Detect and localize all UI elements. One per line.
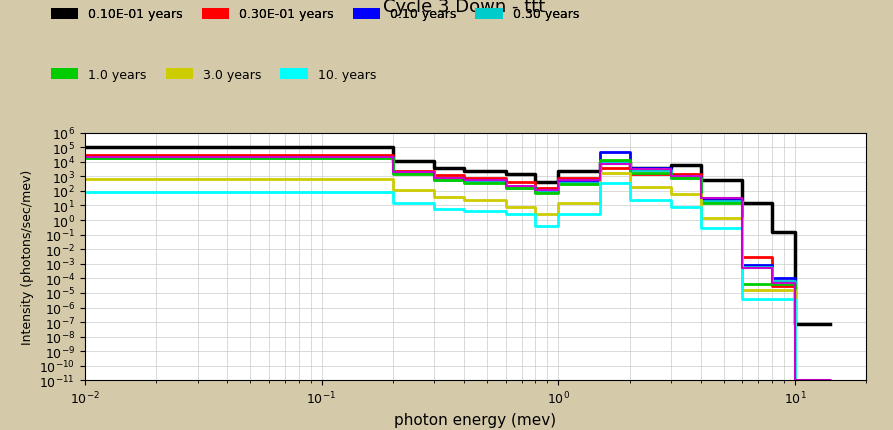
X-axis label: photon energy (mev): photon energy (mev) xyxy=(395,412,556,427)
Legend: 0.10E-01 years, 0.30E-01 years, 0.10 years, 0.30 years: 0.10E-01 years, 0.30E-01 years, 0.10 yea… xyxy=(51,9,580,22)
Legend: 1.0 years, 3.0 years, 10. years: 1.0 years, 3.0 years, 10. years xyxy=(51,69,376,82)
Text: Cycle 3 Down - ttt: Cycle 3 Down - ttt xyxy=(383,0,546,16)
Y-axis label: Intensity (photons/sec/mev): Intensity (photons/sec/mev) xyxy=(21,169,34,344)
